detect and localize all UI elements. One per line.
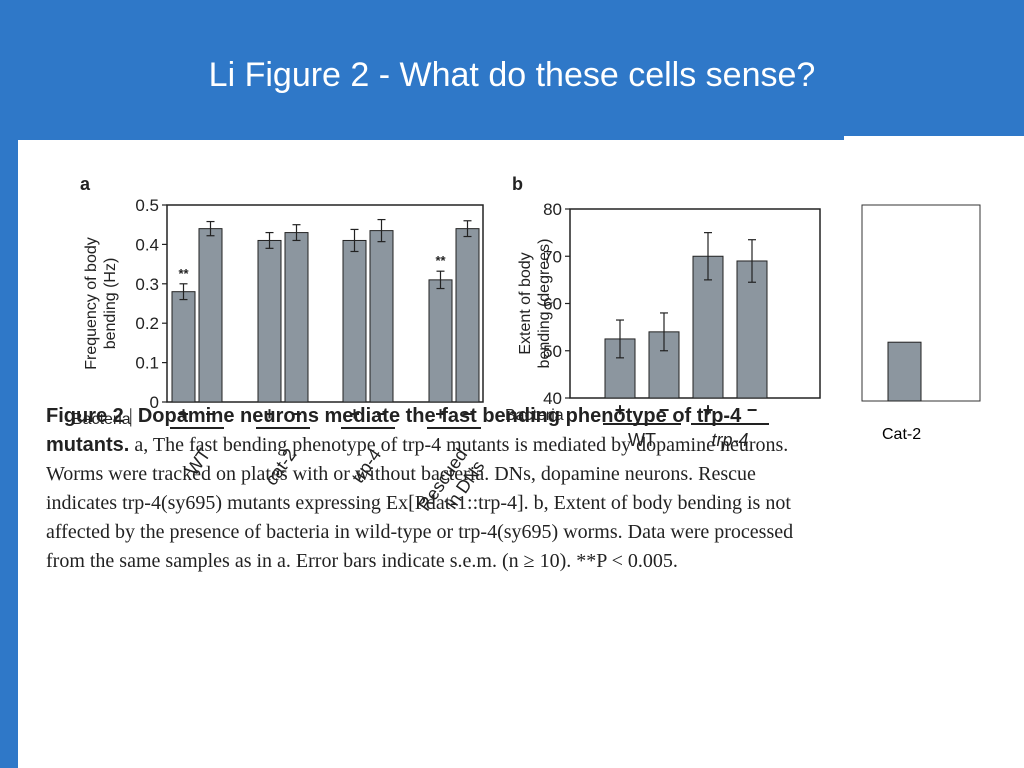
y-tick-label: 0.1 [135,354,159,373]
bacteria-sign: − [291,404,302,424]
figure-panel [18,140,844,768]
bar [342,239,367,403]
group-label: WT [628,430,656,450]
caption-fig-number: Figure 2 [46,405,124,427]
bar [257,239,282,403]
chart-inset [861,204,981,402]
bacteria-sign: + [349,404,360,424]
bar [171,291,196,403]
figure-caption: Figure 2 | Dopamine neurons mediate the … [46,402,826,576]
y-tick-label: 0.5 [135,196,159,215]
y-tick-label: 0.4 [135,235,159,254]
bar [284,232,309,403]
panel-a-label: a [80,174,91,194]
bacteria-label: Bacteria [505,407,564,424]
bacteria-sign: + [435,404,446,424]
chart-b: 40 50 60 70 80 Extent of body bending (degrees… [505,200,821,450]
caption-separator: | [128,405,133,427]
y-tick-label: 70 [543,247,562,266]
bacteria-sign: − [659,400,670,420]
inset-bar [887,341,922,402]
bacteria-sign: − [376,404,387,424]
significance-label: ** [178,266,189,281]
bacteria-sign: − [205,404,216,424]
caption-title: Dopamine neurons mediate the fast bendin… [46,405,742,456]
bar [198,228,223,403]
y-tick-label: 0.3 [135,275,159,294]
inset-xlabel: Cat-2 [882,426,922,443]
bar [428,279,453,403]
bacteria-sign: − [462,404,473,424]
group-label: trp-4 [711,430,748,450]
bacteria-label: Bacteria [72,411,131,428]
bacteria-sign: + [178,404,189,424]
y-tick-label: 40 [543,389,562,408]
y-axis-label: Extent of body bending (degrees) [517,239,553,369]
bacteria-sign: + [615,400,626,420]
y-tick-label: 60 [543,295,562,314]
y-axis-label: Frequency of body bending (Hz) [83,237,119,370]
significance-label: ** [435,253,446,268]
y-tick-label: 0 [150,393,159,412]
bacteria-sign: − [747,400,758,420]
panel-b-label: b [512,174,523,194]
y-tick-label: 80 [543,200,562,219]
y-tick-label: 0.2 [135,314,159,333]
bar [369,230,394,403]
bacteria-sign: + [264,404,275,424]
slide-title: Li Figure 2 - What do these cells sense? [208,56,816,94]
bar [455,228,480,403]
y-tick-label: 50 [543,342,562,361]
bacteria-sign: + [703,400,714,420]
plot-frame [166,204,484,403]
caption-body: a, The fast bending phenotype of trp-4 m… [46,434,794,572]
